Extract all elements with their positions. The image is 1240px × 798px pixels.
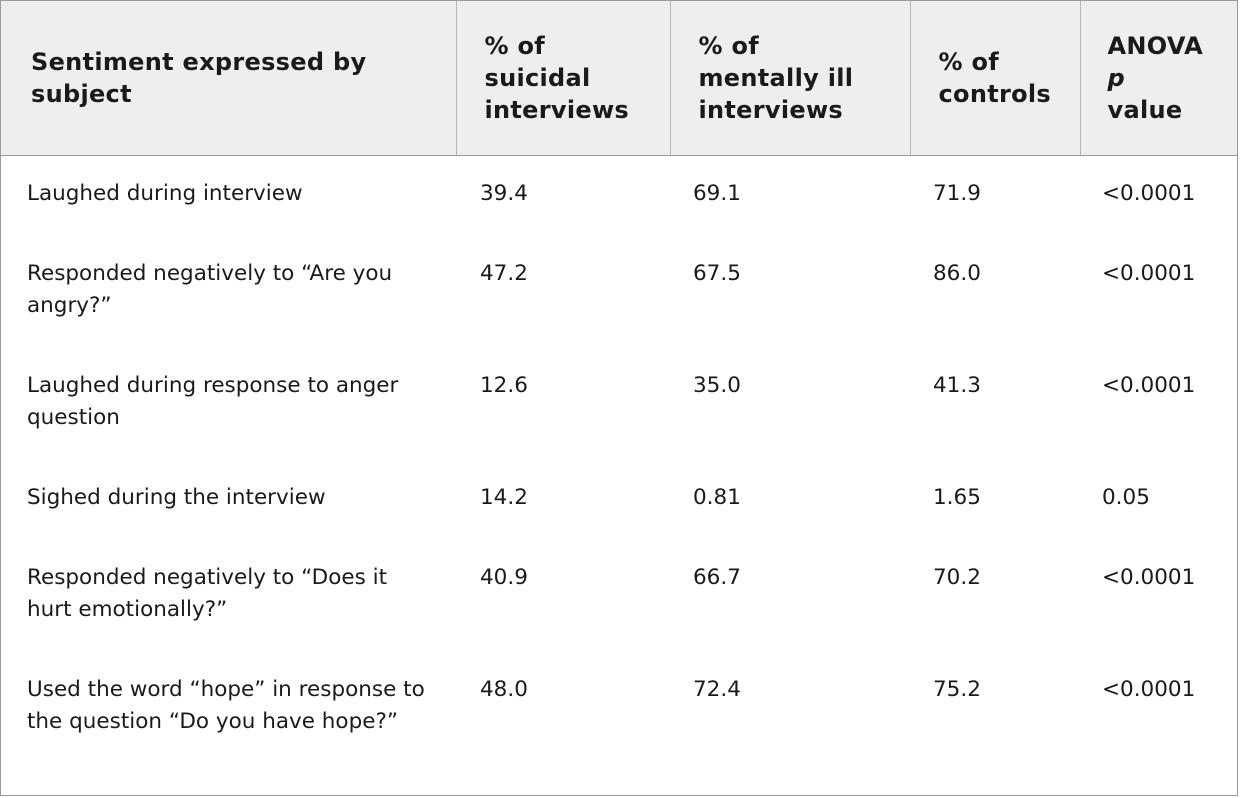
header-anova-line-1: ANOVA — [1107, 31, 1203, 60]
table-row: Sighed during the interview 14.2 0.81 1.… — [1, 459, 1237, 539]
cell-suicidal: 39.4 — [480, 180, 528, 206]
table-row: Responded negatively to “Does it hurt em… — [1, 539, 1237, 651]
header-sentiment: Sentiment expressed by subject — [1, 1, 456, 156]
header-mentally-ill-line-1: % of — [698, 31, 760, 60]
cell-sentiment: Responded negatively to “Does it hurt em… — [27, 565, 388, 622]
cell-p-value: <0.0001 — [1102, 565, 1196, 590]
cell-controls: 71.9 — [933, 180, 981, 206]
cell-mentally-ill: 66.7 — [693, 565, 741, 590]
cell-mentally-ill: 72.4 — [693, 677, 741, 702]
cell-controls: 41.3 — [933, 373, 981, 398]
cell-controls: 86.0 — [933, 261, 981, 286]
cell-mentally-ill: 67.5 — [693, 261, 741, 286]
table-row: Laughed during response to anger questio… — [1, 347, 1237, 459]
header-suicidal-line-2: suicidal — [484, 63, 591, 92]
cell-mentally-ill: 35.0 — [693, 373, 741, 398]
cell-suicidal: 47.2 — [480, 261, 528, 286]
cell-sentiment: Laughed during response to anger questio… — [27, 373, 399, 430]
cell-mentally-ill: 0.81 — [693, 485, 741, 510]
cell-suicidal: 14.2 — [480, 485, 528, 510]
cell-suicidal: 48.0 — [480, 677, 528, 702]
header-sentiment-line-1: Sentiment expressed by — [31, 47, 367, 76]
header-mentally-ill-line-2: mentally ill — [698, 63, 854, 92]
table-row: Responded negatively to “Are you angry?”… — [1, 235, 1237, 347]
header-controls-line-2: controls — [938, 79, 1052, 108]
header-controls: % of controls — [909, 1, 1080, 156]
header-suicidal-line-3: interviews — [484, 95, 630, 124]
cell-suicidal: 12.6 — [480, 373, 528, 398]
header-anova: ANOVA p value — [1079, 1, 1237, 156]
cell-p-value: <0.0001 — [1102, 373, 1196, 398]
cell-suicidal: 40.9 — [480, 565, 528, 590]
cell-sentiment: Laughed during interview — [27, 180, 303, 206]
cell-controls: 70.2 — [933, 565, 981, 590]
cell-p-value: 0.05 — [1102, 485, 1150, 510]
header-anova-line-2: p — [1107, 63, 1125, 92]
header-row: Sentiment expressed by subject % of suic… — [1, 1, 1237, 156]
cell-p-value: <0.0001 — [1102, 261, 1196, 286]
cell-p-value: <0.0001 — [1102, 180, 1196, 206]
table-body: Laughed during interview 39.4 69.1 71.9 … — [1, 155, 1237, 795]
header-suicidal: % of suicidal interviews — [455, 1, 670, 156]
header-mentally-ill-line-3: interviews — [698, 95, 844, 124]
cell-sentiment: Used the word “hope” in response to the … — [27, 677, 425, 734]
table-row: Used the word “hope” in response to the … — [1, 651, 1237, 795]
cell-controls: 75.2 — [933, 677, 981, 702]
table-row: Laughed during interview 39.4 69.1 71.9 … — [1, 155, 1237, 235]
cell-p-value: <0.0001 — [1102, 677, 1196, 702]
cell-mentally-ill: 69.1 — [693, 180, 741, 206]
header-sentiment-line-2: subject — [31, 79, 132, 108]
header-suicidal-line-1: % of — [484, 31, 546, 60]
header-mentally-ill: % of mentally ill interviews — [669, 1, 910, 156]
header-controls-line-1: % of — [938, 47, 1000, 76]
cell-sentiment: Sighed during the interview — [27, 485, 326, 510]
cell-controls: 1.65 — [933, 485, 981, 510]
header-anova-line-3: value — [1107, 95, 1183, 124]
cell-sentiment: Responded negatively to “Are you angry?” — [27, 261, 393, 318]
table-header: Sentiment expressed by subject % of suic… — [1, 1, 1237, 156]
